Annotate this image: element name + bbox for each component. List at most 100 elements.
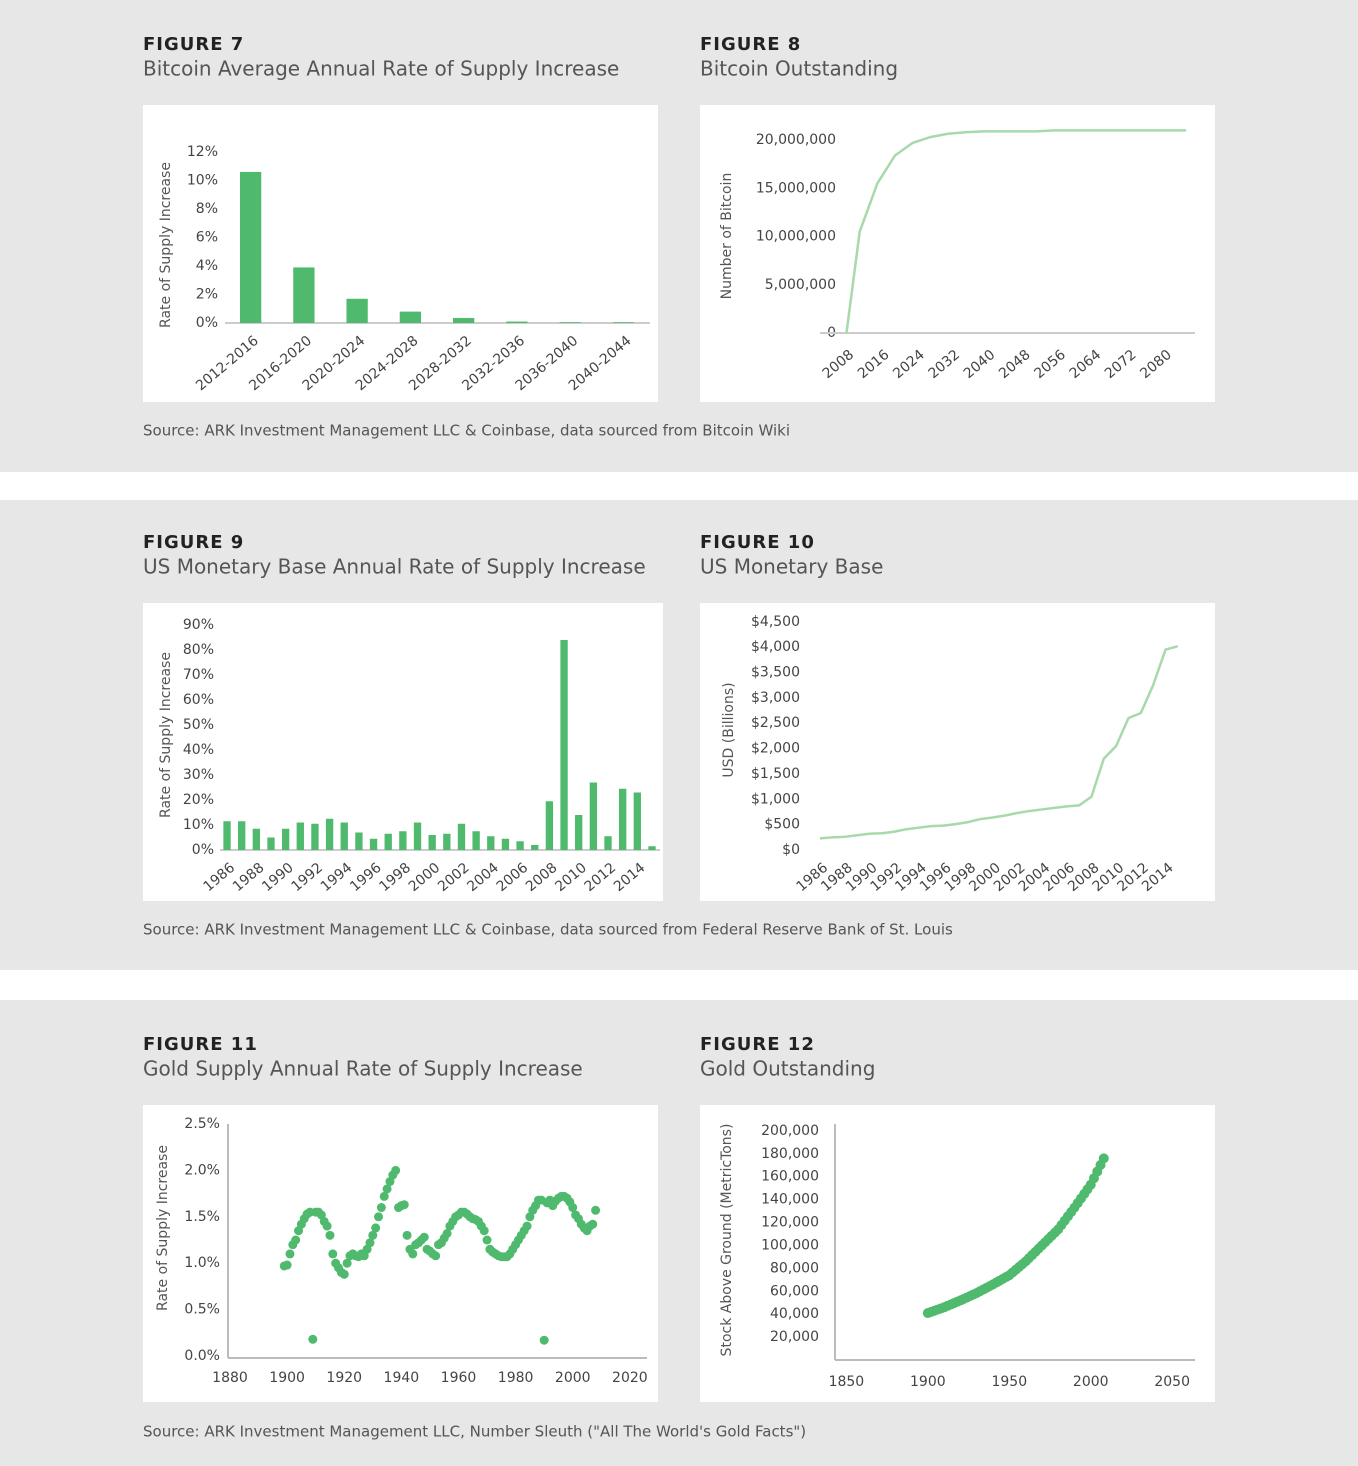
y-tick-label: 140,000	[761, 1192, 819, 1208]
x-tick-label: 1980	[498, 1370, 534, 1386]
point	[282, 1260, 292, 1270]
bar	[452, 318, 475, 323]
y-tick-label: 100,000	[761, 1237, 819, 1253]
bar	[399, 831, 407, 850]
y-tick-label: 1.5%	[184, 1209, 220, 1225]
y-tick-label: 20%	[183, 792, 214, 808]
point	[308, 1334, 318, 1344]
bar	[457, 823, 466, 850]
x-tick-label: 1960	[441, 1370, 477, 1386]
point	[442, 1229, 452, 1239]
y-tick-label: 2.0%	[184, 1162, 220, 1178]
y-axis-label: USD (Billions)	[721, 682, 737, 777]
bar	[531, 845, 539, 850]
bar	[604, 836, 612, 850]
bar	[296, 822, 304, 850]
y-tick-label: 70%	[183, 667, 214, 683]
chart-box	[700, 1105, 1215, 1402]
y-tick-label: 0%	[196, 315, 218, 331]
point	[431, 1251, 441, 1261]
bar	[311, 823, 319, 850]
bar	[369, 838, 378, 850]
y-tick-label: 40%	[183, 742, 214, 758]
point	[376, 1203, 386, 1213]
chart-title: US Monetary Base Annual Rate of Supply I…	[143, 555, 646, 579]
point	[399, 1200, 409, 1210]
y-tick-label: $1,500	[751, 766, 800, 782]
y-tick-label: 20,000	[770, 1329, 819, 1345]
bar	[252, 828, 260, 850]
y-tick-label: 60%	[183, 692, 214, 708]
bar	[619, 788, 627, 850]
x-tick-label: 1850	[829, 1374, 865, 1390]
chart-title: Gold Outstanding	[700, 1057, 875, 1081]
point	[408, 1249, 418, 1259]
point	[391, 1165, 401, 1175]
bar	[612, 322, 635, 323]
point	[1098, 1153, 1109, 1164]
figure-label: FIGURE 7	[143, 34, 244, 55]
bar	[340, 822, 348, 850]
point	[402, 1230, 412, 1240]
chart-title: Bitcoin Average Annual Rate of Supply In…	[143, 57, 619, 81]
figure-label: FIGURE 10	[700, 532, 815, 553]
y-tick-label: 5,000,000	[765, 277, 836, 293]
y-tick-label: 8%	[196, 201, 218, 217]
y-tick-label: 30%	[183, 767, 214, 783]
point	[379, 1191, 389, 1201]
y-tick-label: $0	[782, 842, 800, 858]
bar	[633, 792, 641, 850]
chart-box	[700, 603, 1215, 901]
bar	[223, 821, 231, 850]
bar	[472, 831, 480, 850]
y-tick-label: 40,000	[770, 1306, 819, 1322]
y-tick-label: 180,000	[761, 1146, 819, 1162]
source: Source: ARK Investment Management LLC & …	[143, 422, 790, 440]
y-tick-label: 10%	[187, 173, 218, 189]
x-tick-label: 1900	[269, 1370, 305, 1386]
point	[479, 1226, 489, 1236]
y-tick-label: 10%	[183, 817, 214, 833]
y-tick-label: $1,000	[751, 791, 800, 807]
y-tick-label: 160,000	[761, 1169, 819, 1185]
bar	[239, 171, 262, 323]
y-tick-label: 120,000	[761, 1215, 819, 1231]
bar	[428, 835, 436, 850]
x-tick-label: 2000	[1073, 1374, 1109, 1390]
point	[588, 1219, 598, 1229]
y-tick-label: 0%	[192, 842, 214, 858]
point	[382, 1184, 392, 1194]
figure-label: FIGURE 12	[700, 1034, 815, 1055]
point	[371, 1223, 381, 1233]
chart-box	[143, 105, 658, 402]
y-tick-label: 50%	[183, 717, 214, 733]
source: Source: ARK Investment Management LLC, N…	[143, 1423, 806, 1441]
bar	[267, 837, 275, 850]
y-axis-label: Rate of Supply Increase	[155, 1145, 171, 1311]
y-tick-label: 80%	[183, 642, 214, 658]
point	[522, 1221, 532, 1231]
point	[285, 1249, 295, 1259]
x-tick-label: 2000	[555, 1370, 591, 1386]
chart-title: Bitcoin Outstanding	[700, 57, 898, 81]
y-tick-label: $500	[764, 817, 800, 833]
y-tick-label: 80,000	[770, 1260, 819, 1276]
bar	[559, 322, 581, 323]
point	[342, 1258, 352, 1268]
y-tick-label: 0.5%	[184, 1302, 220, 1318]
point	[374, 1212, 384, 1222]
y-tick-label: 0.0%	[184, 1348, 220, 1364]
point	[322, 1221, 332, 1231]
point	[419, 1232, 429, 1242]
bar	[648, 846, 656, 850]
bar	[443, 833, 451, 850]
chart-title: US Monetary Base	[700, 555, 883, 579]
point	[328, 1249, 338, 1259]
point	[482, 1235, 492, 1245]
y-tick-label: 10,000,000	[756, 229, 836, 245]
y-tick-label: $2,000	[751, 741, 800, 757]
y-tick-label: 20,000,000	[756, 132, 836, 148]
y-tick-label: 2%	[196, 287, 218, 303]
bar	[325, 818, 334, 850]
y-tick-label: $4,000	[751, 639, 800, 655]
